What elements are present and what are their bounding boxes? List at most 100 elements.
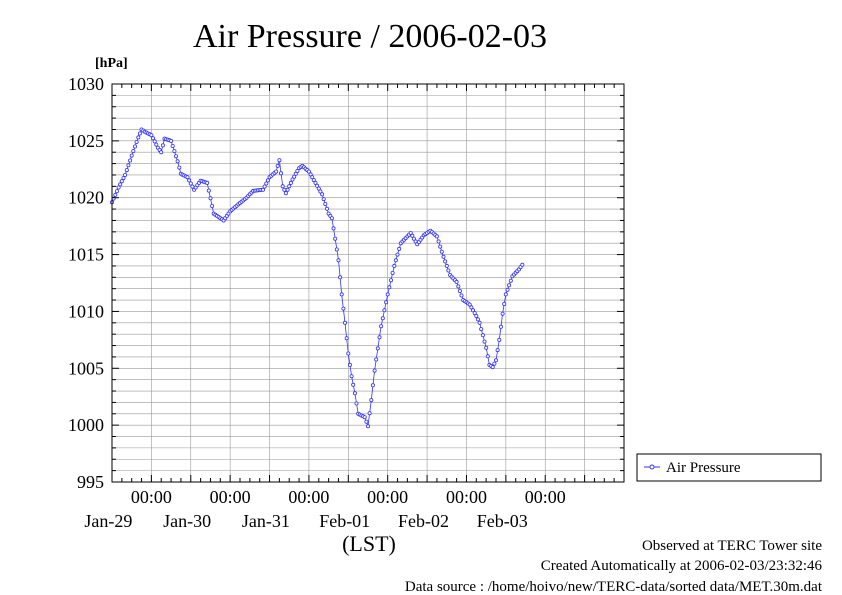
data-point xyxy=(265,178,270,183)
x-tick-label-time: 00:00 xyxy=(367,487,408,507)
data-point xyxy=(113,192,118,197)
data-point xyxy=(484,345,489,350)
grid-lines xyxy=(112,84,624,482)
x-tick-label-date: Feb-02 xyxy=(398,511,449,531)
data-point xyxy=(321,197,326,202)
data-point xyxy=(275,163,280,168)
y-tick-label: 1015 xyxy=(68,245,104,265)
data-point xyxy=(339,292,344,297)
data-point xyxy=(372,368,377,373)
data-point xyxy=(293,171,298,176)
data-point xyxy=(469,305,474,310)
data-point xyxy=(498,324,503,329)
data-point xyxy=(152,139,157,144)
data-point xyxy=(329,216,334,221)
data-point xyxy=(114,189,119,194)
data-point xyxy=(444,263,449,268)
data-point xyxy=(262,184,267,189)
data-point xyxy=(187,178,192,183)
data-point xyxy=(159,150,164,155)
legend: Air Pressure xyxy=(636,453,822,482)
data-point xyxy=(438,244,443,249)
data-point xyxy=(274,169,279,174)
data-point xyxy=(128,158,133,163)
data-point xyxy=(132,144,137,149)
data-point xyxy=(390,270,395,275)
data-point xyxy=(397,246,402,251)
data-point xyxy=(264,181,269,186)
data-point xyxy=(490,365,495,370)
data-point xyxy=(347,362,352,367)
data-point xyxy=(370,383,375,388)
data-point xyxy=(313,180,318,185)
data-point xyxy=(160,143,165,148)
data-point xyxy=(459,293,464,298)
data-point xyxy=(500,311,505,316)
data-point xyxy=(118,182,123,187)
data-point xyxy=(349,374,354,379)
y-tick-label: 1000 xyxy=(68,415,104,435)
data-point xyxy=(434,234,439,239)
data-point xyxy=(439,249,444,254)
data-point xyxy=(457,288,462,293)
x-tick-label-date: Jan-30 xyxy=(163,511,211,531)
data-point xyxy=(283,191,288,196)
data-point xyxy=(154,142,159,147)
observed-note: Observed at TERC Tower site xyxy=(642,538,822,554)
data-point xyxy=(387,285,392,290)
data-point xyxy=(470,308,475,313)
data-point xyxy=(497,337,502,342)
data-point xyxy=(436,239,441,244)
data-point xyxy=(123,172,128,177)
y-tick-label: 1010 xyxy=(68,301,104,321)
data-point xyxy=(479,327,484,332)
data-point xyxy=(278,171,283,176)
data-point xyxy=(336,258,341,263)
data-point xyxy=(352,391,357,396)
x-tick-label-time: 00:00 xyxy=(288,487,329,507)
x-tick-label-date: Jan-31 xyxy=(242,511,290,531)
axis-ticks: 995 1000 1005 1010 1015 1020 1025 1030 00:00 Jan-… xyxy=(68,74,624,531)
data-point xyxy=(377,335,382,340)
data-point xyxy=(441,254,446,259)
data-point xyxy=(285,187,290,192)
data-point xyxy=(485,354,490,359)
y-axis-label: [hPa] xyxy=(95,56,128,71)
data-point xyxy=(129,153,134,158)
x-tick-label-date: Feb-03 xyxy=(477,511,528,531)
data-point xyxy=(388,278,393,283)
data-point xyxy=(121,176,126,181)
data-point xyxy=(288,180,293,185)
data-point xyxy=(411,236,416,241)
data-point xyxy=(351,382,356,387)
data-point xyxy=(480,333,485,338)
data-point xyxy=(382,308,387,313)
data-point xyxy=(443,259,448,264)
data-point xyxy=(208,196,213,201)
data-point xyxy=(126,163,131,168)
data-point xyxy=(507,283,512,288)
data-point xyxy=(290,177,295,182)
y-tick-label: 1005 xyxy=(68,358,104,378)
data-point xyxy=(287,184,292,189)
data-point xyxy=(482,339,487,344)
data-point xyxy=(315,183,320,188)
data-point xyxy=(190,184,195,189)
y-tick-label: 1020 xyxy=(68,188,104,208)
data-point xyxy=(131,149,136,154)
created-note: Created Automatically at 2006-02-03/23:3… xyxy=(541,558,823,574)
data-point xyxy=(260,187,265,192)
data-point xyxy=(365,424,370,429)
data-point xyxy=(338,275,343,280)
x-tick-label-time: 00:00 xyxy=(210,487,251,507)
data-point xyxy=(149,133,154,138)
data-point xyxy=(210,203,215,208)
data-point xyxy=(385,292,390,297)
x-tick-label-time: 00:00 xyxy=(131,487,172,507)
data-point xyxy=(119,179,124,184)
data-point xyxy=(505,287,510,292)
data-point xyxy=(520,262,525,267)
data-point xyxy=(172,149,177,154)
data-point xyxy=(379,324,384,329)
data-point xyxy=(346,351,351,356)
